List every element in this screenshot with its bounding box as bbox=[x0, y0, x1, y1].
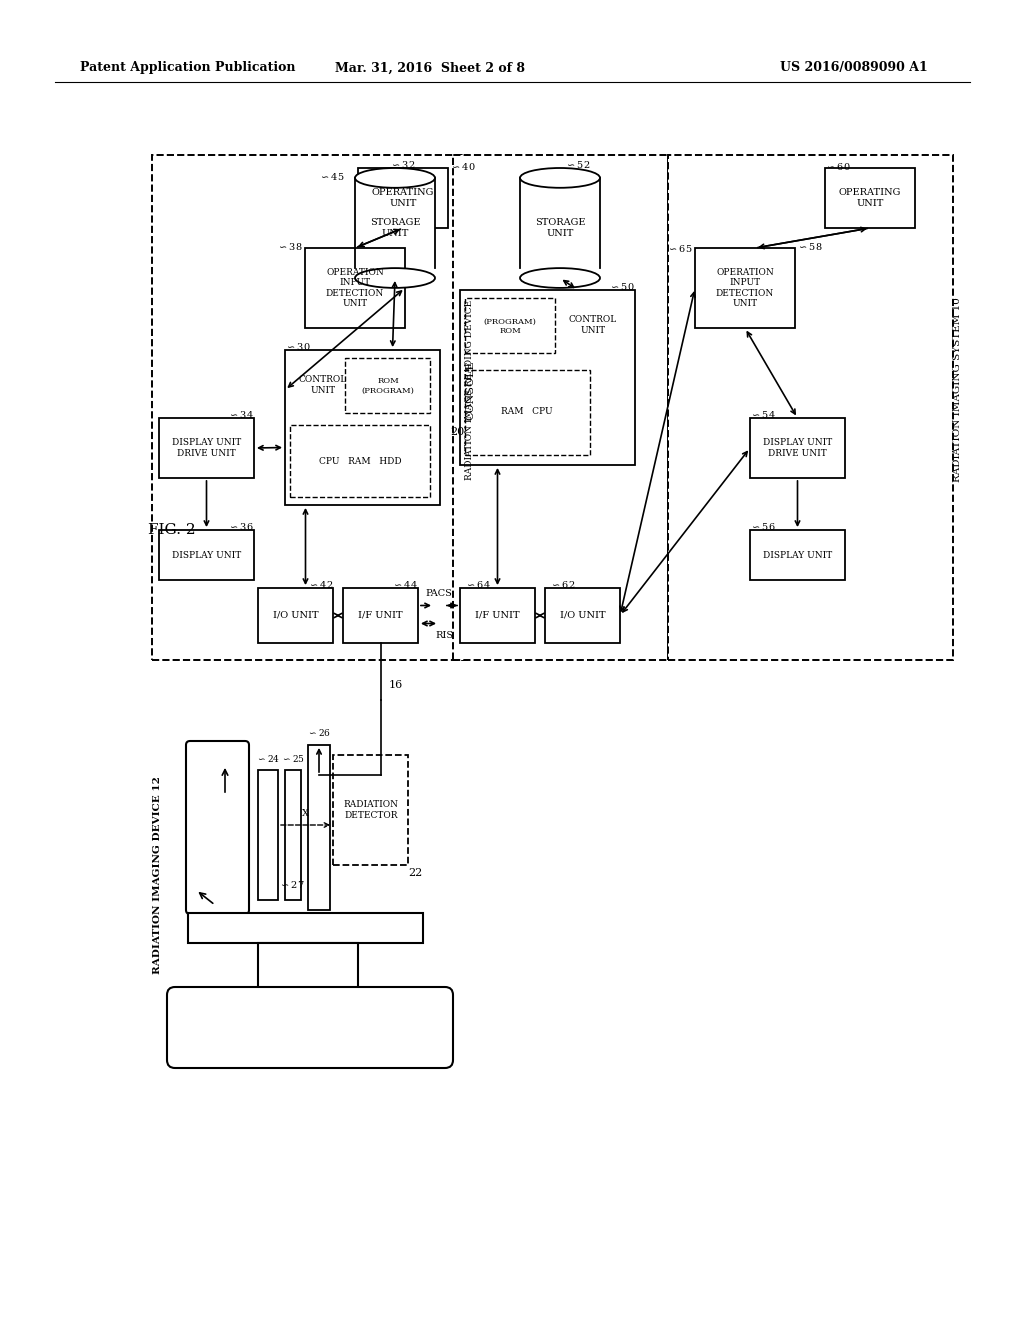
Text: OPERATION
INPUT
DETECTION
UNIT: OPERATION INPUT DETECTION UNIT bbox=[716, 268, 774, 308]
Text: DISPLAY UNIT: DISPLAY UNIT bbox=[763, 550, 833, 560]
Text: RADIATION IMAGING SYSTEM 10: RADIATION IMAGING SYSTEM 10 bbox=[953, 297, 963, 482]
Bar bbox=[695, 248, 795, 327]
Bar bbox=[308, 744, 330, 909]
Bar bbox=[545, 587, 620, 643]
Text: 16: 16 bbox=[388, 680, 402, 690]
Text: I/O UNIT: I/O UNIT bbox=[560, 611, 605, 620]
Text: RADIATION
DETECTOR: RADIATION DETECTOR bbox=[343, 800, 398, 820]
Text: $\backsim$56: $\backsim$56 bbox=[750, 521, 776, 532]
Bar bbox=[188, 913, 423, 942]
Text: US 2016/0089090 A1: US 2016/0089090 A1 bbox=[780, 62, 928, 74]
Bar bbox=[345, 358, 430, 413]
Text: I/F UNIT: I/F UNIT bbox=[475, 611, 520, 620]
Text: $\backsim$24: $\backsim$24 bbox=[256, 752, 280, 763]
Bar bbox=[333, 755, 408, 865]
Text: 20: 20 bbox=[450, 426, 464, 437]
Text: Patent Application Publication: Patent Application Publication bbox=[80, 62, 296, 74]
Bar bbox=[465, 298, 555, 352]
Text: DISPLAY UNIT: DISPLAY UNIT bbox=[172, 550, 241, 560]
Text: I/F UNIT: I/F UNIT bbox=[358, 611, 402, 620]
Bar bbox=[520, 178, 600, 268]
Ellipse shape bbox=[355, 168, 435, 187]
Text: $\backsim$32: $\backsim$32 bbox=[390, 160, 416, 170]
Text: $\backsim$25: $\backsim$25 bbox=[281, 752, 305, 763]
Text: $\backsim$62: $\backsim$62 bbox=[550, 579, 575, 590]
Bar bbox=[152, 154, 467, 660]
Text: 22: 22 bbox=[408, 869, 422, 878]
Text: $\backsim$65: $\backsim$65 bbox=[667, 243, 692, 253]
Text: $\backsim$64: $\backsim$64 bbox=[465, 579, 490, 590]
Bar bbox=[750, 531, 845, 579]
Text: $\backsim$54: $\backsim$54 bbox=[750, 409, 776, 421]
Text: $\backsim$50: $\backsim$50 bbox=[609, 281, 635, 292]
Bar bbox=[460, 290, 635, 465]
Text: CONTROL
UNIT: CONTROL UNIT bbox=[569, 315, 617, 335]
Bar bbox=[285, 350, 440, 506]
Ellipse shape bbox=[520, 168, 600, 187]
Text: CONSOLE: CONSOLE bbox=[465, 360, 475, 420]
Text: RAM   CPU: RAM CPU bbox=[501, 408, 553, 417]
Text: PACS: PACS bbox=[426, 589, 453, 598]
Text: $\backsim$26: $\backsim$26 bbox=[307, 727, 331, 738]
Text: DISPLAY UNIT
DRIVE UNIT: DISPLAY UNIT DRIVE UNIT bbox=[172, 438, 241, 458]
Bar bbox=[159, 418, 254, 478]
Text: STORAGE
UNIT: STORAGE UNIT bbox=[535, 218, 586, 238]
Text: RIS: RIS bbox=[435, 631, 453, 640]
Ellipse shape bbox=[355, 268, 435, 288]
FancyBboxPatch shape bbox=[167, 987, 453, 1068]
Text: RADIATION IMAGING DEVICE 12: RADIATION IMAGING DEVICE 12 bbox=[154, 776, 163, 974]
Text: $\backsim$42: $\backsim$42 bbox=[307, 579, 333, 590]
Bar bbox=[355, 178, 435, 268]
Bar bbox=[285, 770, 301, 900]
Text: ROM
(PROGRAM): ROM (PROGRAM) bbox=[361, 378, 415, 395]
Text: $\backsim$38: $\backsim$38 bbox=[278, 240, 303, 252]
Bar bbox=[825, 168, 915, 228]
Bar bbox=[343, 587, 418, 643]
Bar bbox=[453, 154, 668, 660]
Bar bbox=[305, 248, 406, 327]
Bar bbox=[750, 418, 845, 478]
Text: OPERATING
UNIT: OPERATING UNIT bbox=[372, 189, 434, 207]
Text: $\backsim$36: $\backsim$36 bbox=[228, 521, 254, 532]
Text: $\backsim$44: $\backsim$44 bbox=[392, 579, 418, 590]
Text: STORAGE
UNIT: STORAGE UNIT bbox=[370, 218, 420, 238]
Ellipse shape bbox=[520, 268, 600, 288]
Text: $\backsim$34: $\backsim$34 bbox=[228, 409, 254, 421]
Bar bbox=[290, 425, 430, 498]
Text: $\backsim$30: $\backsim$30 bbox=[285, 341, 310, 351]
Text: $\backsim$60: $\backsim$60 bbox=[825, 161, 851, 172]
Text: $\backsim$27: $\backsim$27 bbox=[280, 879, 305, 891]
Text: RADIATION IMAGE READING DEVICE: RADIATION IMAGE READING DEVICE bbox=[466, 300, 474, 480]
Text: (PROGRAM)
ROM: (PROGRAM) ROM bbox=[483, 317, 537, 334]
Bar bbox=[465, 370, 590, 455]
FancyBboxPatch shape bbox=[186, 741, 249, 913]
Text: X: X bbox=[301, 808, 308, 817]
Text: $\backsim$45: $\backsim$45 bbox=[319, 170, 345, 181]
Bar bbox=[358, 168, 449, 228]
Text: $\backsim$52: $\backsim$52 bbox=[565, 160, 591, 170]
Text: CONTROL
UNIT: CONTROL UNIT bbox=[299, 375, 347, 395]
Text: $\backsim$40: $\backsim$40 bbox=[450, 161, 476, 172]
Bar bbox=[460, 587, 535, 643]
Text: I/O UNIT: I/O UNIT bbox=[272, 611, 318, 620]
Bar bbox=[668, 154, 953, 660]
Bar bbox=[258, 587, 333, 643]
Bar bbox=[159, 531, 254, 579]
Text: Mar. 31, 2016  Sheet 2 of 8: Mar. 31, 2016 Sheet 2 of 8 bbox=[335, 62, 525, 74]
Bar bbox=[258, 770, 278, 900]
Text: DISPLAY UNIT
DRIVE UNIT: DISPLAY UNIT DRIVE UNIT bbox=[763, 438, 833, 458]
Text: CPU   RAM   HDD: CPU RAM HDD bbox=[318, 457, 401, 466]
Text: OPERATING
UNIT: OPERATING UNIT bbox=[839, 189, 901, 207]
Bar bbox=[258, 942, 358, 987]
Text: OPERATION
INPUT
DETECTION
UNIT: OPERATION INPUT DETECTION UNIT bbox=[326, 268, 384, 308]
Text: FIG. 2: FIG. 2 bbox=[148, 523, 196, 537]
Text: $\backsim$58: $\backsim$58 bbox=[797, 240, 822, 252]
